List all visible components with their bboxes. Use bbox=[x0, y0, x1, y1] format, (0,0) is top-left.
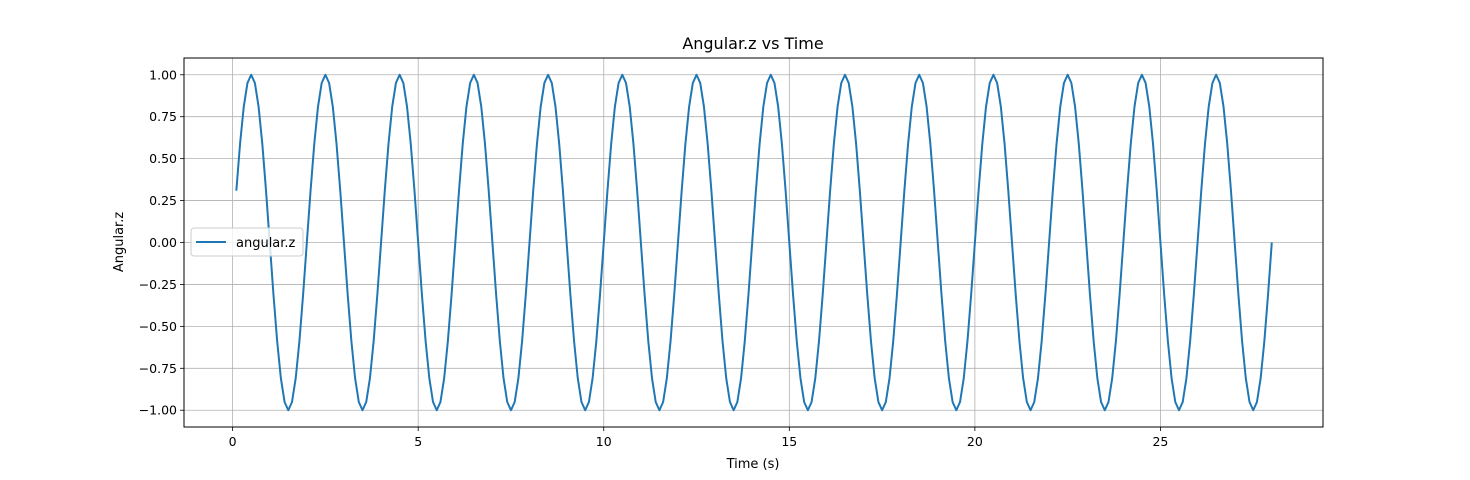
legend: angular.z bbox=[190, 227, 304, 257]
y-tick-label: −0.50 bbox=[139, 319, 177, 334]
y-tick-label: −0.75 bbox=[139, 361, 177, 376]
legend-box bbox=[190, 227, 304, 257]
grid-lines bbox=[184, 58, 1323, 427]
series-layer bbox=[235, 73, 1273, 412]
y-tick-label: 0.75 bbox=[149, 109, 177, 124]
y-tick-label: 0.25 bbox=[149, 193, 177, 208]
chart-title: Angular.z vs Time bbox=[682, 34, 823, 53]
x-tick-label: 10 bbox=[596, 434, 612, 449]
y-tick-label: −0.25 bbox=[139, 277, 177, 292]
x-tick-label: 5 bbox=[414, 434, 422, 449]
legend-label-angular-z: angular.z bbox=[236, 236, 296, 251]
y-tick-label: 1.00 bbox=[149, 67, 177, 82]
y-tick-label: 0.00 bbox=[149, 235, 177, 250]
x-tick-label: 25 bbox=[1152, 434, 1168, 449]
x-axis-ticks: 0 5 10 15 20 25 bbox=[229, 427, 1168, 449]
series-line-angular-z bbox=[235, 73, 1273, 412]
y-tick-label: 0.50 bbox=[149, 151, 177, 166]
x-tick-label: 0 bbox=[229, 434, 237, 449]
x-tick-label: 20 bbox=[967, 434, 983, 449]
x-tick-label: 15 bbox=[781, 434, 797, 449]
y-axis-label: Angular.z bbox=[112, 212, 127, 272]
y-axis-ticks: 1.00 0.75 0.50 0.25 0.00 −0.25 −0.50 −0.75 −1.00 bbox=[139, 67, 184, 418]
x-axis-label: Time (s) bbox=[726, 457, 780, 472]
y-tick-label: −1.00 bbox=[139, 403, 177, 418]
